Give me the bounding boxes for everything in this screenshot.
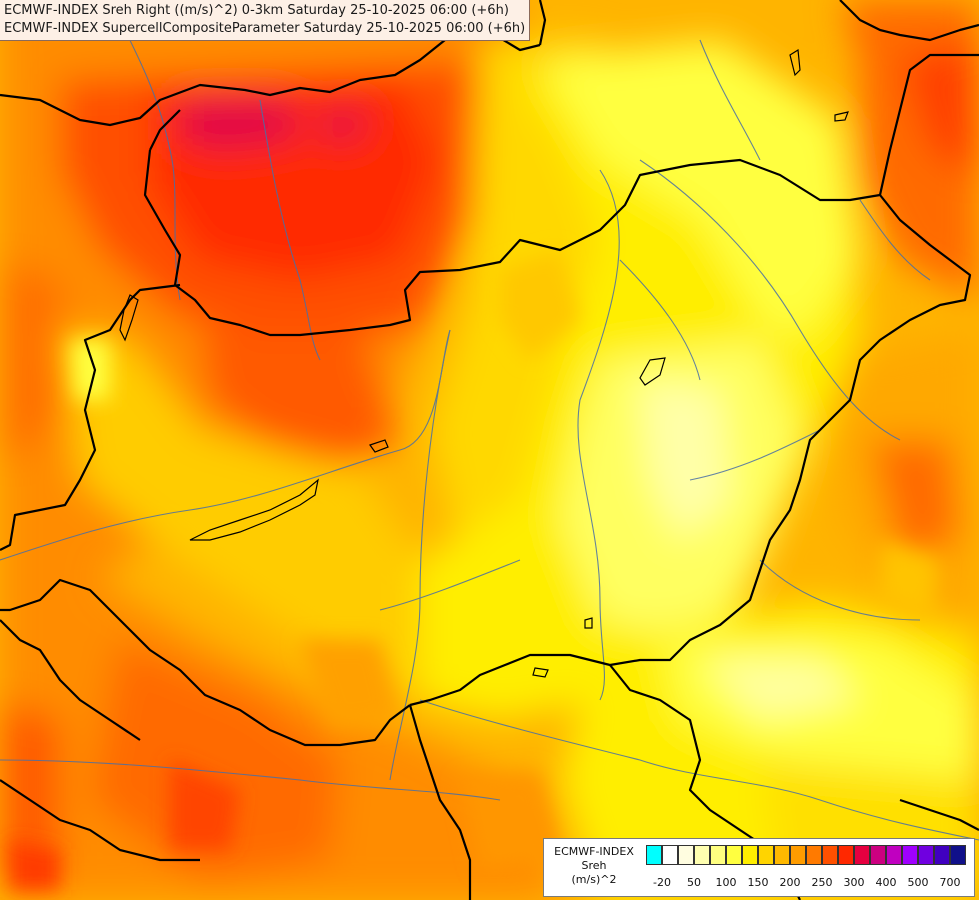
legend-tick-label: 400 (875, 876, 897, 889)
legend-swatch (758, 845, 774, 865)
map-title-box: ECMWF-INDEX Sreh Right ((m/s)^2) 0-3km S… (0, 0, 531, 41)
legend-title: ECMWF-INDEX Sreh (m/s)^2 (548, 845, 640, 887)
legend-swatch (806, 845, 822, 865)
legend-swatch (886, 845, 902, 865)
legend-tick-label: 500 (907, 876, 929, 889)
legend-tick-label: 150 (747, 876, 769, 889)
legend-tick-label: 100 (715, 876, 737, 889)
legend-tick-label: 700 (939, 876, 961, 889)
legend-swatch (694, 845, 710, 865)
legend-title-line-1: ECMWF-INDEX (554, 845, 634, 858)
legend-swatch (870, 845, 886, 865)
color-legend: ECMWF-INDEX Sreh (m/s)^2 -20 50 100 150 200 2… (543, 838, 975, 897)
legend-swatch (854, 845, 870, 865)
rivers (0, 19, 979, 841)
legend-title-line-3: (m/s)^2 (571, 873, 617, 886)
legend-swatch (838, 845, 854, 865)
legend-swatch (822, 845, 838, 865)
legend-tick-label: 50 (687, 876, 701, 889)
legend-swatch (678, 845, 694, 865)
legend-title-line-2: Sreh (581, 859, 607, 872)
legend-tick-label: -20 (653, 876, 671, 889)
legend-tick-label: 200 (779, 876, 801, 889)
legend-swatch (950, 845, 966, 865)
legend-swatch (710, 845, 726, 865)
legend-swatch (774, 845, 790, 865)
legend-swatch (918, 845, 934, 865)
legend-swatch (726, 845, 742, 865)
legend-swatch (742, 845, 758, 865)
legend-swatch (790, 845, 806, 865)
legend-swatch (934, 845, 950, 865)
legend-swatch (902, 845, 918, 865)
map-title-line-2: ECMWF-INDEX SupercellCompositeParameter … (4, 21, 526, 36)
legend-swatch (662, 845, 678, 865)
legend-swatch (646, 845, 662, 865)
field-details (10, 250, 940, 890)
lakes (119, 48, 849, 678)
legend-tick-label: 250 (811, 876, 833, 889)
map-title-line-1: ECMWF-INDEX Sreh Right ((m/s)^2) 0-3km S… (4, 3, 509, 18)
legend-tick-label: 300 (843, 876, 865, 889)
